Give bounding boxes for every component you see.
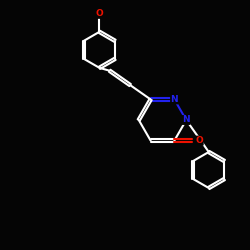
Text: O: O (196, 136, 203, 145)
Text: N: N (182, 116, 190, 124)
Text: O: O (96, 9, 103, 18)
Text: N: N (170, 95, 178, 104)
